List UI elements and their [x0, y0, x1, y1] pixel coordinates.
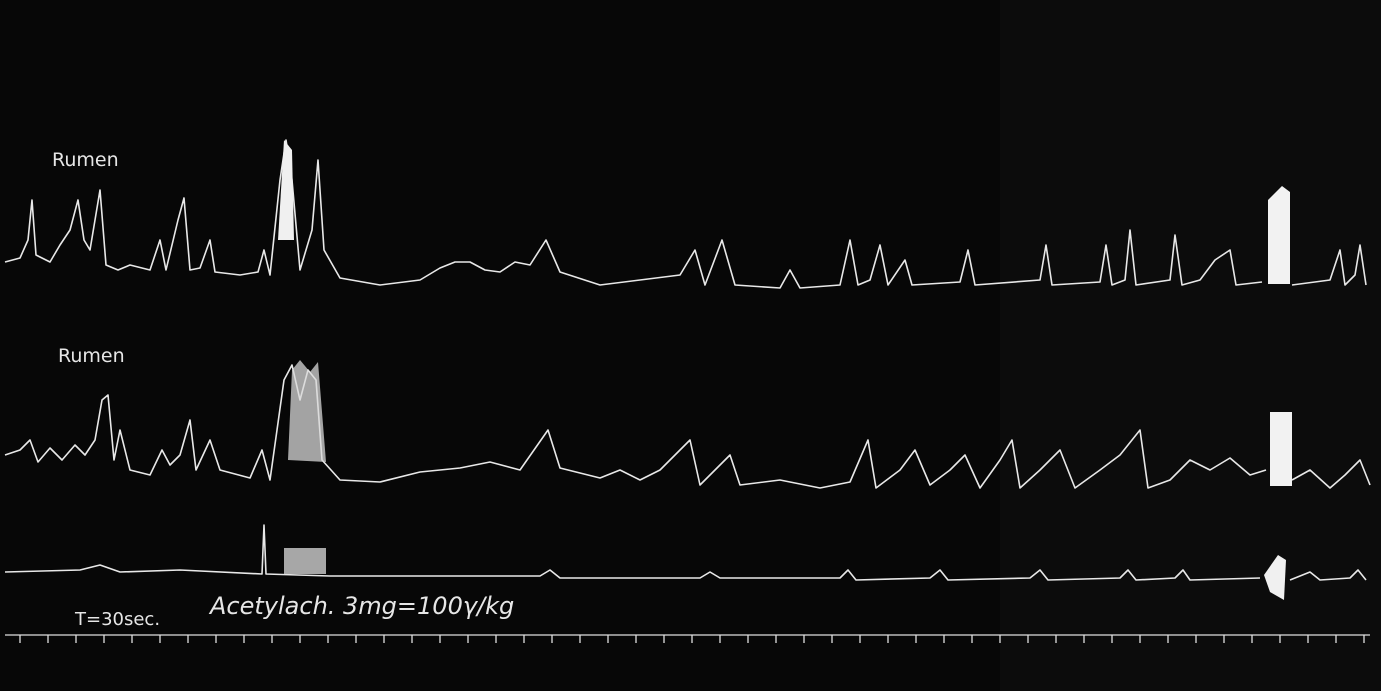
stimulus-mark [284, 548, 326, 574]
trace-label: Rumen [58, 345, 125, 367]
trace-label: Rumen [52, 149, 119, 171]
injection-label: Acetylach. 3mg=100γ/kg [208, 592, 514, 620]
artifact-block [1270, 412, 1292, 486]
artifact-block [1268, 186, 1290, 284]
page: {"traces": [{"label": "Rumen"}, {"label"… [0, 0, 1381, 691]
recording: Rumen Rumen T=30sec. Acetylach. 3mg=100γ… [0, 0, 1381, 691]
time-marker-label: T=30sec. [74, 609, 160, 630]
shading [1000, 0, 1381, 691]
